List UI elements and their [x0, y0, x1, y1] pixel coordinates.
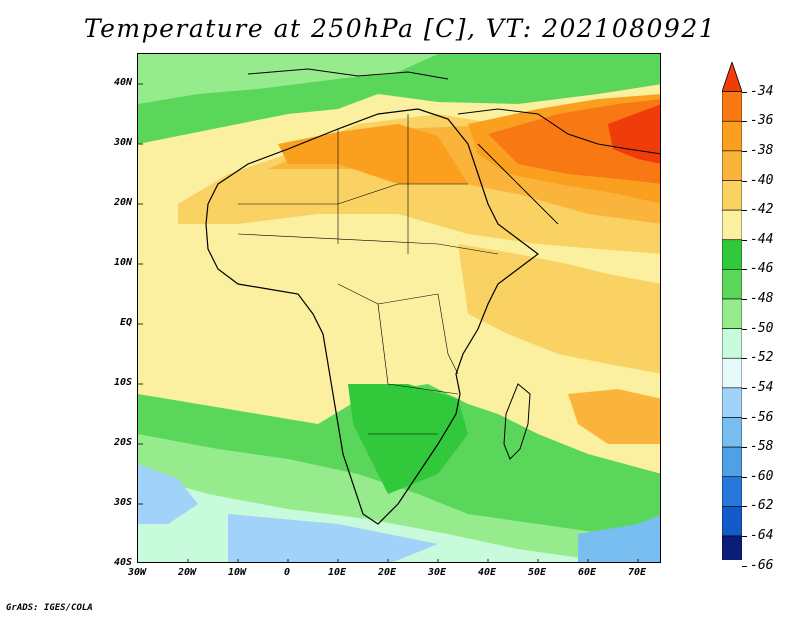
- colorbar-swatch: [722, 535, 742, 560]
- colorbar-label: -64: [750, 528, 774, 543]
- lat-label: 30S: [113, 497, 132, 508]
- footer-credit: GrADS: IGES/COLA: [6, 603, 93, 613]
- colorbar-tick: [742, 121, 747, 123]
- colorbar-tick: [742, 387, 747, 389]
- colorbar-label: -60: [750, 468, 774, 484]
- lat-label: 40S: [113, 557, 132, 568]
- europe-coastline: [247, 68, 449, 80]
- colorbar: [722, 62, 742, 560]
- colorbar-swatch: [722, 269, 742, 300]
- colorbar-tick: [742, 506, 747, 508]
- lat-label: EQ: [119, 317, 132, 328]
- colorbar-swatch: [722, 357, 742, 389]
- colorbar-tick: [742, 299, 747, 300]
- lat-label: 20N: [113, 197, 132, 208]
- colorbar-tick: [742, 328, 747, 330]
- south-54-west: [138, 464, 198, 524]
- colorbar-label: -40: [750, 172, 774, 188]
- colorbar-swatch: [722, 328, 742, 359]
- colorbar-tick: [742, 447, 747, 449]
- arabia-band-36: [488, 99, 660, 184]
- north-cooler-band: [138, 54, 438, 104]
- country-borders: [237, 114, 499, 435]
- lon-label: 0: [283, 567, 291, 578]
- colorbar-label: -52: [750, 350, 774, 366]
- lat-label: 30N: [113, 137, 132, 148]
- lon-label: 40E: [477, 567, 497, 578]
- colorbar-swatch: [722, 446, 742, 478]
- middle-east-coastline: [457, 108, 660, 155]
- colorbar-top-arrow: [722, 62, 742, 93]
- sahara-core-38: [278, 124, 468, 184]
- colorbar-label: -58: [750, 439, 774, 455]
- lon-label: 20E: [377, 567, 397, 578]
- colorbar-label: -34: [750, 83, 774, 99]
- colorbar-label: -54: [750, 379, 774, 395]
- southern-africa-46: [348, 384, 468, 494]
- colorbar-tick: [742, 536, 747, 537]
- colorbar-swatch: [722, 209, 742, 241]
- colorbar-swatch: [722, 476, 742, 507]
- colorbar-label: -38: [750, 142, 774, 158]
- madagascar-40: [568, 389, 660, 444]
- colorbar-swatch: [722, 120, 742, 152]
- lon-label: 30W: [127, 567, 147, 578]
- lon-label: 50E: [527, 567, 547, 578]
- colorbar-swatch: [722, 239, 742, 270]
- lon-label: 30E: [427, 567, 447, 578]
- colorbar-label: -56: [750, 409, 774, 425]
- colorbar-tick: [742, 180, 747, 182]
- lon-label: 20W: [177, 567, 197, 578]
- africa-coastline: [205, 108, 539, 525]
- temperature-map: [138, 54, 660, 562]
- colorbar-swatch: [722, 506, 742, 537]
- colorbar-tick: [742, 150, 747, 152]
- colorbar-swatch: [722, 298, 742, 329]
- lat-label: 10S: [113, 377, 132, 388]
- lat-label: 10N: [113, 257, 132, 268]
- lon-label: 10E: [327, 567, 347, 578]
- red-sea-coastline: [477, 143, 559, 225]
- south-54-mid: [228, 514, 438, 562]
- lon-label: 60E: [577, 567, 597, 578]
- colorbar-tick: [742, 417, 747, 419]
- colorbar-label: -66: [750, 557, 774, 573]
- colorbar-label: -42: [750, 202, 774, 218]
- lat-label: 40N: [113, 77, 132, 88]
- colorbar-swatch: [722, 180, 742, 211]
- colorbar-label: -46: [750, 261, 774, 277]
- colorbar-swatch: [722, 417, 742, 448]
- map-panel: [137, 53, 661, 563]
- south-56-east: [578, 514, 660, 562]
- colorbar-tick: [742, 476, 747, 478]
- chart-title: Temperature at 250hPa [C], VT: 202108092…: [83, 14, 717, 43]
- madagascar-coastline: [503, 383, 531, 460]
- colorbar-swatches: [722, 62, 742, 560]
- colorbar-swatch: [722, 150, 742, 181]
- axis-ticks: [138, 83, 639, 562]
- colorbar-tick: [742, 565, 747, 567]
- lat-label: 20S: [113, 437, 132, 448]
- lon-label: 70E: [627, 567, 647, 578]
- colorbar-tick: [742, 269, 747, 271]
- colorbar-tick: [742, 239, 747, 241]
- colorbar-tick: [742, 358, 747, 360]
- colorbar-label: -48: [750, 291, 774, 306]
- colorbar-label: -44: [750, 231, 774, 247]
- lon-label: 10W: [227, 567, 247, 578]
- colorbar-label: -50: [750, 320, 774, 336]
- colorbar-label: -36: [750, 113, 774, 129]
- colorbar-tick: [742, 91, 747, 93]
- colorbar-label: -62: [750, 498, 774, 514]
- hot-core-34: [608, 104, 660, 164]
- colorbar-swatch: [722, 91, 742, 122]
- colorbar-swatch: [722, 387, 742, 418]
- colorbar-tick: [742, 210, 747, 212]
